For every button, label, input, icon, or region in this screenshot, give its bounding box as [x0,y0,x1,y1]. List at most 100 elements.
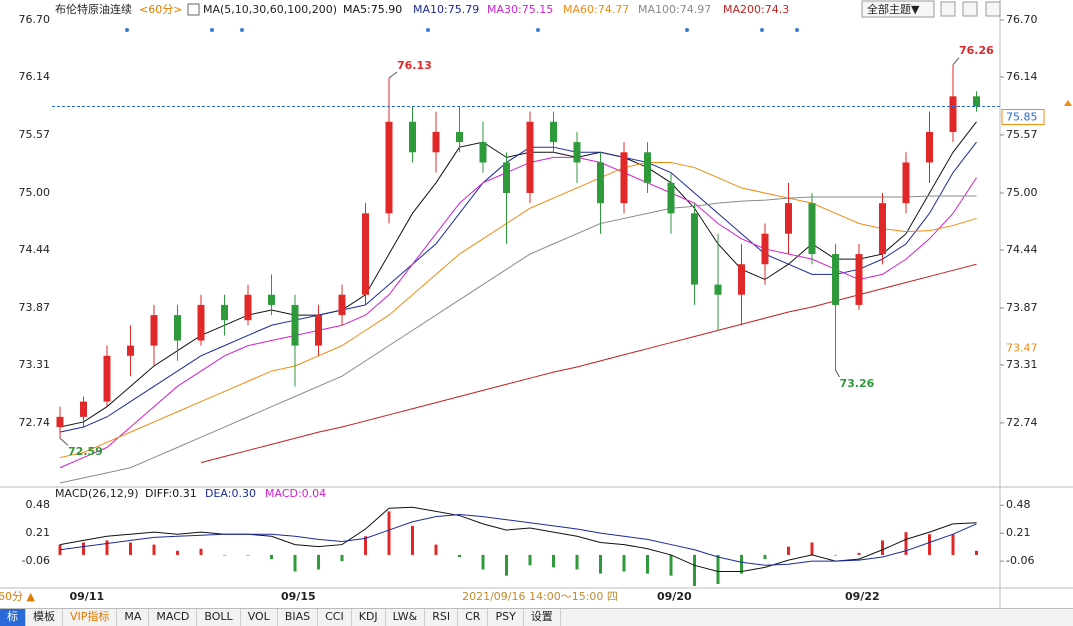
y-tick-label: 75.00 [19,186,51,199]
macd-bar [364,536,367,555]
candle-body [80,401,87,417]
candle-body [738,264,745,295]
y-tick-label: 0.21 [26,526,51,539]
period[interactable]: <60分> [139,3,182,16]
candle-body [832,254,839,305]
event-marker[interactable] [795,28,799,32]
candle-body [714,284,722,295]
icon-button[interactable] [985,1,1001,17]
legend-entry: MA5:75.90 [343,3,402,16]
candle-body [174,315,181,341]
legend-entry: MA10:75.79 [413,3,479,16]
event-marker[interactable] [240,28,244,32]
ma-line [59,141,977,433]
toolbar-tab[interactable]: VOL [241,609,278,626]
y-tick-label: 0.21 [1006,526,1031,539]
extreme-leader [835,369,840,378]
candle-body [385,121,393,214]
toolbar-tab[interactable]: LW& [386,609,426,626]
candle-body [291,304,299,346]
event-marker[interactable] [125,28,129,32]
candle-body [973,96,980,107]
theme-button-label[interactable]: 全部主题▼ [867,2,920,16]
toolbar-tab[interactable]: MACD [149,609,198,626]
macd-bar [293,554,297,572]
candle-body [949,96,957,132]
macd-bar [317,554,320,570]
toolbar-tab[interactable]: BIAS [278,609,319,626]
candle-body [479,142,487,163]
candle-body [456,131,463,143]
chart: 布伦特原油连续 <60分> MA(5,10,30,60,100,200) 全部主… [0,0,1073,608]
last-price-label: 75.85 [1006,110,1038,123]
macd-bar [434,544,438,555]
toolbar-tab[interactable]: KDJ [352,609,386,626]
candle-body [503,162,510,193]
legend-entry: MACD:0.04 [265,487,326,500]
y-tick-label: -0.06 [1006,554,1034,567]
y-tick-label: 0.48 [1006,498,1031,511]
candle-body [620,152,628,204]
x-tick-label: 09/20 [657,590,692,603]
candle-body [432,131,440,153]
macd-bar [223,554,226,556]
macd-bar [176,550,179,555]
event-marker[interactable] [426,28,430,32]
macd-bar [246,554,250,556]
price-flag [1064,100,1072,106]
candle-body [315,315,322,346]
toolbar-tab[interactable]: MA [117,609,150,626]
theme-button[interactable] [861,0,935,18]
event-marker[interactable] [536,28,540,32]
macd-bar [528,554,532,566]
x-tick-label: 09/11 [70,590,105,603]
legend-entry: MA60:74.77 [563,3,629,16]
toolbar-tab[interactable]: 设置 [524,609,561,626]
y-tick-label: 72.74 [1006,416,1038,429]
period-tab[interactable]: 60分 ▲ [0,590,35,603]
y-tick-label: -0.06 [22,554,50,567]
candle-body [644,152,651,183]
toolbar-tab[interactable]: CCI [318,609,352,626]
x-tick-label: 09/22 [845,590,880,603]
checkbox[interactable] [187,3,200,16]
x-tick-label: 09/15 [281,590,316,603]
macd-bar [105,540,109,555]
event-marker[interactable] [210,28,214,32]
macd-bar [481,554,485,570]
legend-entry: DEA:0.30 [205,487,256,500]
macd-bar [575,554,579,570]
toolbar-tab[interactable]: 模板 [26,609,63,626]
candle-body [197,304,205,341]
candle-body [597,162,604,204]
ma-line [59,514,977,566]
candle-body [785,203,792,234]
toolbar-tab[interactable]: BOLL [197,609,241,626]
instrument-title: 布伦特原油连续 [55,2,132,16]
icon-button[interactable] [940,1,956,17]
ma-line [59,161,977,459]
macd-bar [646,554,649,574]
toolbar-tab[interactable]: 标 [0,609,26,626]
toolbar-tab[interactable]: VIP指标 [63,609,118,626]
toolbar-tab[interactable]: CR [458,609,489,626]
event-marker[interactable] [760,28,764,32]
candle-body [879,203,886,255]
ma-label: MA(5,10,30,60,100,200) [203,3,337,16]
event-marker[interactable] [685,28,689,32]
macd-bar [199,548,203,555]
extreme-leader [388,71,398,79]
macd-bar [411,525,414,555]
y-tick-label: 76.14 [1006,70,1038,83]
toolbar-tab[interactable]: RSI [425,609,459,626]
y-tick-label: 73.87 [1006,301,1038,314]
extreme-label: 76.13 [397,59,432,72]
macd-bar [881,540,884,555]
toolbar-tab[interactable]: PSY [488,609,524,626]
candle-body [573,142,581,163]
macd-bar [340,554,344,562]
icon-button[interactable] [962,1,978,17]
extreme-label: 76.26 [959,44,994,57]
y-tick-label: 73.87 [19,301,51,314]
y-tick-label: 75.57 [19,128,51,141]
